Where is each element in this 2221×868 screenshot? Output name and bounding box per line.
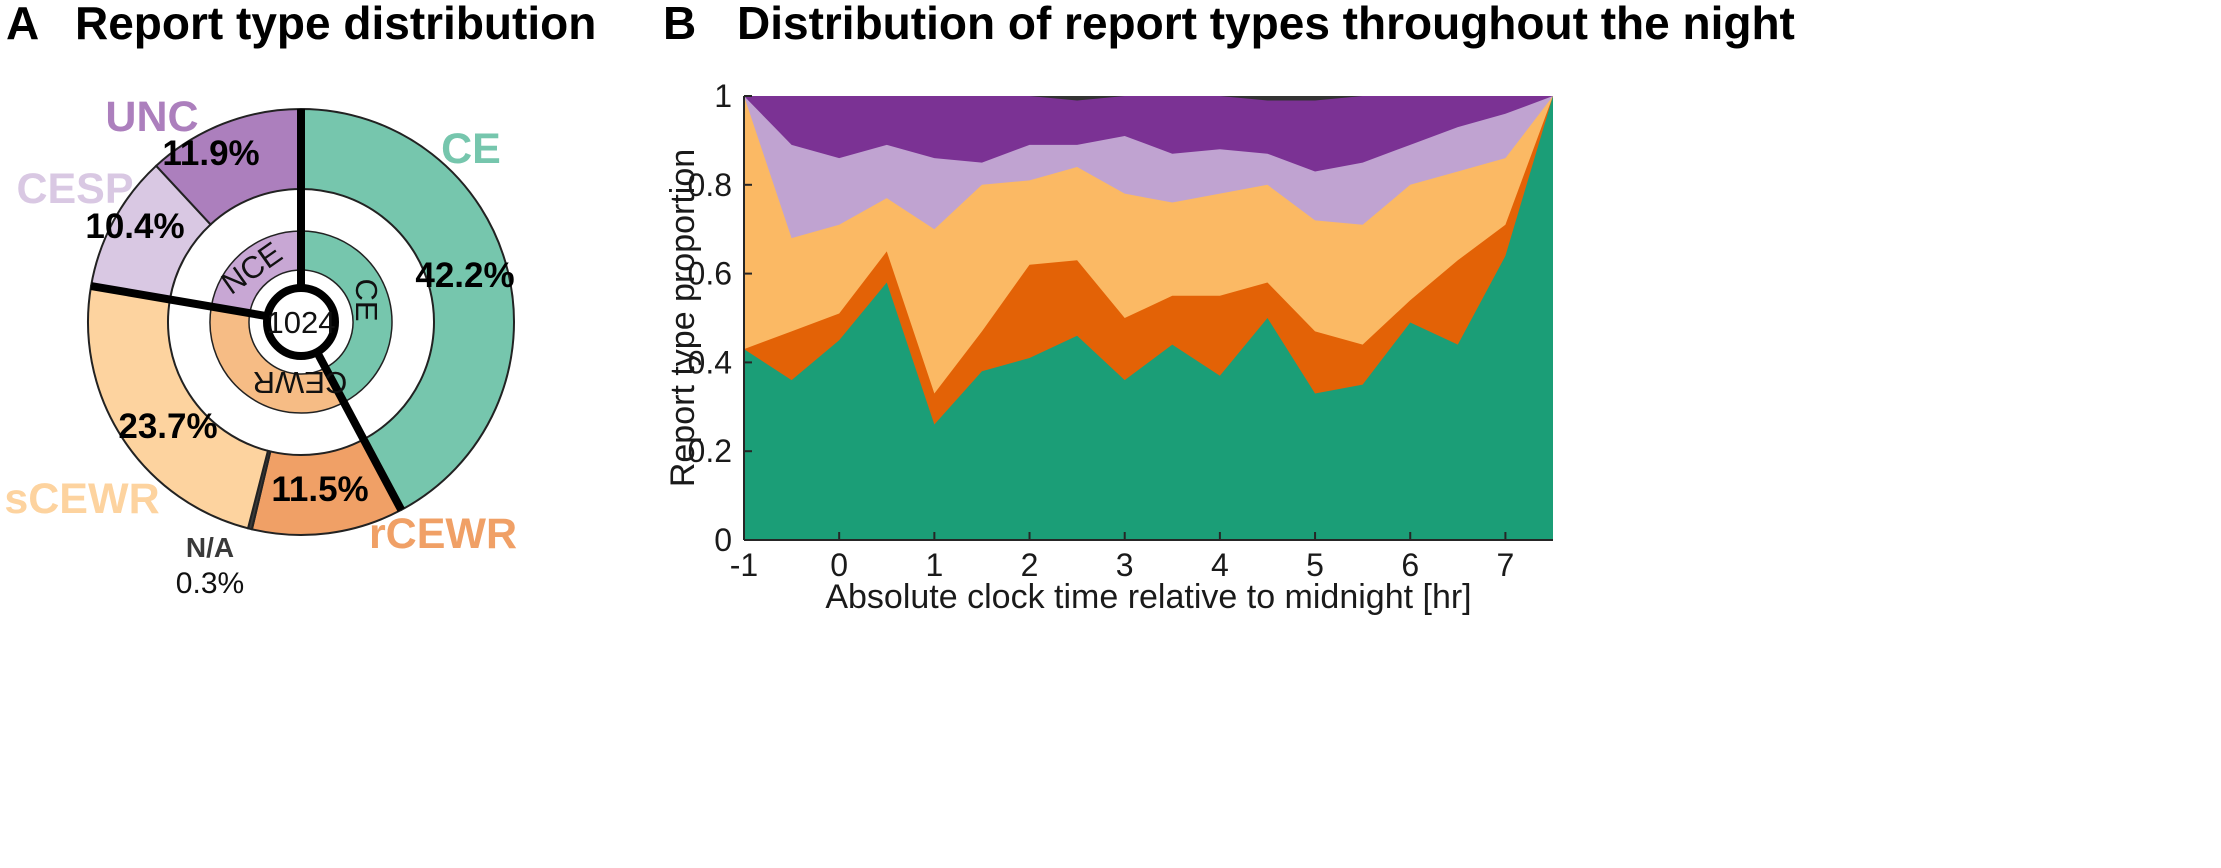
pct-label-na: 0.3% [176,567,244,600]
panel-a-letter: A [6,0,40,49]
x-tick-label: 7 [1497,547,1515,583]
category-name-ce: CE [441,125,501,173]
y-tick-label: 0 [714,522,732,558]
panel-b-title: Distribution of report types throughout … [737,0,1795,49]
pct-label-rcewr: 11.5% [271,470,368,509]
panel-a-title: Report type distribution [75,0,597,49]
inner-label-ce: CE [349,278,384,321]
y-tick-label: 0.8 [688,167,732,203]
y-tick-label: 0.2 [688,433,732,469]
group-separator-2 [310,344,405,512]
category-name-na: N/A [186,532,234,563]
donut-slice-ce [300,107,515,512]
center-circle [263,284,339,360]
x-tick-label: 2 [1021,547,1039,583]
group-separator-3 [90,282,275,322]
x-tick-label: 5 [1306,547,1324,583]
y-tick-label: 0.4 [688,344,732,380]
pct-label-cesp: 10.4% [85,207,184,246]
center-count: 1024 [267,305,336,340]
x-tick-label: 3 [1116,547,1134,583]
inner-ring-ce [300,230,393,404]
x-tick-label: 1 [925,547,943,583]
y-axis-label: Report type proportion [664,149,702,487]
x-tick-label: 6 [1401,547,1419,583]
y-tick-label: 0.6 [688,256,732,292]
donut-slice-scewr [87,284,270,530]
x-tick-label: 4 [1211,547,1229,583]
area-series-ce [744,96,1553,540]
pct-label-scewr: 23.7% [118,407,217,446]
category-name-rcewr: rCEWR [369,510,517,558]
category-name-unc: UNC [105,93,198,141]
category-name-scewr: sCEWR [4,475,159,523]
panel-b-letter: B [663,0,697,49]
x-tick-label: -1 [730,547,758,583]
y-tick-label: 1 [714,78,732,114]
x-axis-label: Absolute clock time relative to midnight… [825,578,1471,616]
pct-label-ce: 42.2% [415,256,514,295]
pct-label-unc: 11.9% [162,134,259,173]
inner-ring-cewr [209,305,345,414]
category-name-cesp: CESP [16,165,133,213]
x-tick-label: 0 [830,547,848,583]
inner-label-cewr: CEWR [253,365,348,400]
